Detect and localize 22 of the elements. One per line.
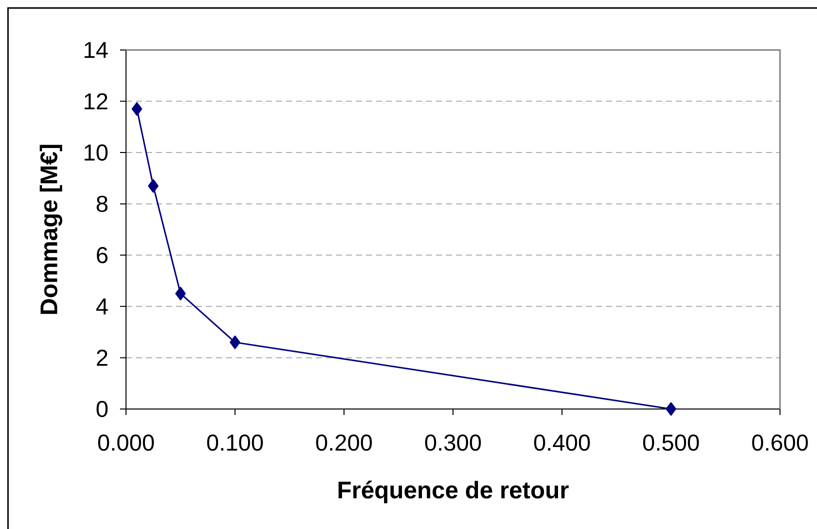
y-tick-label: 8 — [96, 196, 108, 212]
y-tick-label: 10 — [84, 144, 108, 161]
point — [230, 336, 240, 350]
x-tick-label: 0.400 — [534, 434, 590, 451]
y-axis-title: Dommage [M€] — [40, 144, 62, 314]
point — [666, 402, 676, 416]
y-tick-label: 12 — [84, 93, 108, 110]
x-tick-label: 0.200 — [316, 434, 372, 451]
point — [148, 179, 159, 193]
x-tick-label: 0.600 — [752, 434, 808, 451]
y-tick-label: 4 — [96, 298, 108, 314]
y-tick-label: 0 — [96, 400, 108, 418]
point — [175, 286, 186, 300]
x-tick-label: 0.000 — [98, 434, 154, 451]
x-tick-label: 0.300 — [425, 434, 481, 451]
y-tick-label: 2 — [96, 350, 108, 366]
point — [132, 102, 142, 116]
x-tick-label: 0.500 — [643, 434, 699, 451]
y-tick-label: 6 — [96, 246, 108, 264]
y-tick-label: 14 — [84, 42, 108, 58]
x-tick-label: 0.100 — [207, 434, 263, 451]
x-axis-title: Fréquence de retour — [338, 480, 569, 504]
